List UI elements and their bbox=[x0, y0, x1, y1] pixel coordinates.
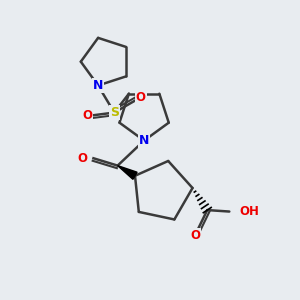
Text: O: O bbox=[82, 109, 92, 122]
Text: OH: OH bbox=[240, 205, 260, 218]
Text: O: O bbox=[77, 152, 87, 165]
Text: N: N bbox=[93, 79, 103, 92]
Text: O: O bbox=[136, 91, 146, 104]
Polygon shape bbox=[118, 166, 137, 179]
Text: O: O bbox=[190, 229, 200, 242]
Text: N: N bbox=[139, 134, 149, 147]
Text: S: S bbox=[110, 106, 119, 119]
